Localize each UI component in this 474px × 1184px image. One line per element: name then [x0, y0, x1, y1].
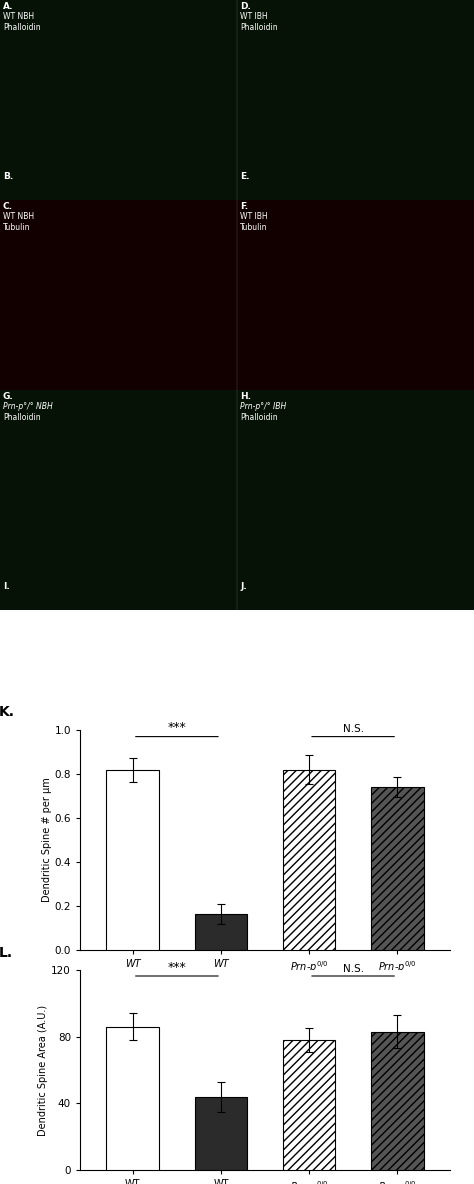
Bar: [0, 390, 237, 580]
Text: G.: G.: [3, 392, 14, 401]
Text: N.S.: N.S.: [343, 725, 364, 734]
Text: Tubulin: Tubulin: [240, 223, 267, 232]
Bar: [237, 390, 474, 580]
Text: WT NBH: WT NBH: [3, 12, 34, 21]
Bar: [107, 770, 159, 950]
Text: WT IBH: WT IBH: [240, 212, 268, 221]
Text: J.: J.: [240, 583, 247, 591]
Bar: [371, 1031, 424, 1170]
Text: K.: K.: [0, 704, 15, 719]
Text: Prn-p°/° NBH: Prn-p°/° NBH: [3, 403, 53, 411]
Text: Phalloidin: Phalloidin: [3, 22, 41, 32]
Text: L.: L.: [0, 946, 13, 960]
Bar: [0, 200, 237, 390]
Bar: [283, 770, 336, 950]
Bar: [237, 200, 474, 390]
Text: Prn-p°/° IBH: Prn-p°/° IBH: [240, 403, 286, 411]
Text: B.: B.: [3, 172, 13, 181]
Text: H.: H.: [240, 392, 251, 401]
Text: Tubulin: Tubulin: [3, 223, 30, 232]
Y-axis label: Dendritic Spine Area (A.U.): Dendritic Spine Area (A.U.): [38, 1004, 48, 1135]
Bar: [0, 170, 237, 200]
Bar: [0, 0, 237, 170]
Text: N.S.: N.S.: [343, 964, 364, 974]
Bar: [0, 580, 237, 610]
Text: ***: ***: [167, 721, 186, 734]
Text: E.: E.: [240, 172, 249, 181]
Bar: [194, 914, 247, 950]
Bar: [107, 1027, 159, 1170]
Text: Phalloidin: Phalloidin: [240, 413, 278, 422]
Y-axis label: Dendritic Spine # per μm: Dendritic Spine # per μm: [42, 778, 52, 902]
Text: A.: A.: [3, 2, 13, 11]
Bar: [237, 170, 474, 200]
Bar: [237, 580, 474, 610]
Bar: [237, 0, 474, 170]
Bar: [194, 1096, 247, 1170]
Text: I.: I.: [3, 583, 10, 591]
Text: Phalloidin: Phalloidin: [3, 413, 41, 422]
Text: ***: ***: [167, 961, 186, 974]
Text: WT NBH: WT NBH: [3, 212, 34, 221]
Text: F.: F.: [240, 202, 248, 211]
Text: WT IBH: WT IBH: [240, 12, 268, 21]
Text: D.: D.: [240, 2, 251, 11]
Text: Phalloidin: Phalloidin: [240, 22, 278, 32]
Bar: [283, 1040, 336, 1170]
Bar: [371, 787, 424, 950]
Text: C.: C.: [3, 202, 13, 211]
